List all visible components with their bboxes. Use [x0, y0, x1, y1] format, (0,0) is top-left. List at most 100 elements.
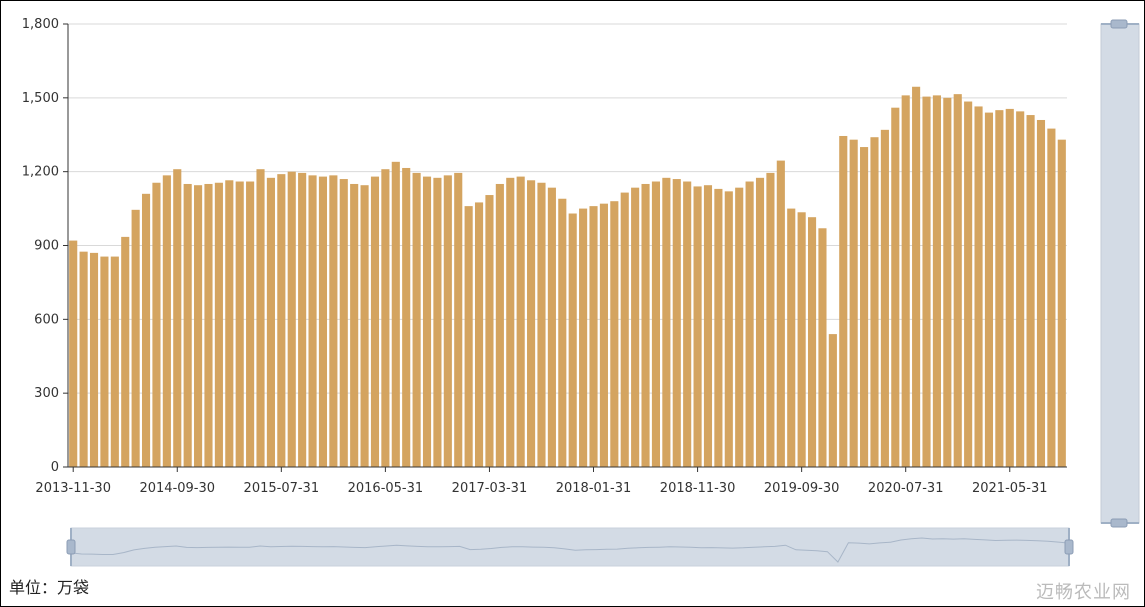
bar	[974, 106, 983, 468]
bar	[183, 183, 192, 467]
bar	[787, 208, 796, 468]
bar	[256, 169, 265, 467]
bar	[943, 97, 952, 467]
bar	[412, 172, 421, 467]
bar	[214, 182, 223, 467]
bar	[474, 202, 484, 468]
bar	[568, 213, 577, 467]
bar	[516, 176, 525, 468]
bar	[672, 179, 681, 468]
bar	[714, 188, 723, 467]
brand-watermark: 迈畅农业网	[1036, 582, 1131, 603]
bar	[849, 139, 858, 467]
bar	[454, 172, 463, 467]
bar	[381, 169, 390, 467]
bar	[610, 201, 619, 467]
bar	[870, 137, 879, 467]
x-tick-label: 2016-05-31	[348, 481, 424, 496]
vertical-zoom-slider[interactable]	[1100, 19, 1140, 528]
bar	[631, 187, 640, 468]
bar	[79, 251, 88, 467]
bar	[69, 240, 78, 467]
bar	[443, 175, 452, 467]
bar	[225, 180, 234, 467]
zoom-overview-line	[70, 537, 1070, 563]
bar	[141, 193, 151, 468]
bar	[964, 101, 973, 468]
bar	[350, 183, 359, 467]
grid-lines	[68, 23, 1067, 394]
bar	[277, 174, 286, 467]
bar	[995, 110, 1004, 467]
bar	[1005, 108, 1014, 468]
slider-track[interactable]	[1100, 23, 1140, 524]
bar	[599, 203, 608, 467]
bar	[162, 175, 171, 467]
x-tick-label: 2017-03-31	[452, 481, 528, 496]
bar	[651, 181, 661, 467]
bar	[1026, 115, 1035, 468]
bars	[69, 86, 1066, 468]
bar	[298, 172, 307, 467]
bar	[693, 186, 702, 467]
bar	[547, 187, 556, 468]
bar	[755, 177, 765, 467]
bar	[152, 182, 161, 467]
bar	[318, 176, 328, 468]
bar	[121, 236, 130, 467]
x-tick-label: 2015-07-31	[244, 481, 320, 496]
bar	[901, 95, 910, 467]
bar	[735, 187, 744, 468]
zoom-handle[interactable]	[66, 539, 76, 555]
bar	[402, 167, 411, 467]
bar	[89, 252, 99, 467]
bar	[839, 135, 848, 467]
bar	[1036, 119, 1046, 467]
slider-handle[interactable]	[1110, 19, 1128, 29]
y-tick-label: 600	[34, 312, 59, 327]
bar	[860, 147, 869, 468]
bar	[287, 171, 296, 467]
bar	[266, 177, 275, 467]
bar	[953, 94, 962, 468]
bar	[360, 185, 369, 468]
y-tick-label: 0	[51, 460, 59, 475]
data-zoom-bar[interactable]	[66, 527, 1074, 567]
bar	[485, 195, 494, 467]
y-tick-label: 1,500	[22, 91, 59, 106]
y-tick-label: 1,800	[22, 17, 59, 32]
x-tick-label: 2021-05-31	[972, 481, 1048, 496]
bar	[422, 176, 432, 468]
bar	[391, 161, 400, 468]
slider-handle[interactable]	[1110, 518, 1128, 528]
bar	[433, 177, 442, 467]
y-tick-label: 300	[34, 386, 59, 401]
bar	[558, 198, 567, 467]
axes: 0 300 600 900 1,200 1,500 1,800 2013-11-30 2014-…	[22, 17, 1067, 496]
bar	[235, 181, 244, 467]
bar	[776, 160, 785, 467]
bar	[724, 191, 733, 467]
bar	[339, 179, 348, 468]
y-tick-label: 900	[34, 239, 59, 254]
x-tick-label: 2020-07-31	[868, 481, 944, 496]
zoom-handle[interactable]	[1064, 539, 1074, 555]
bar	[246, 181, 255, 467]
bar	[922, 96, 931, 467]
bar	[1047, 128, 1056, 467]
bar	[932, 95, 941, 467]
bar	[662, 177, 671, 467]
bar	[703, 185, 713, 468]
bar	[100, 256, 109, 467]
bar	[880, 129, 889, 468]
x-tick-label: 2018-11-30	[660, 481, 736, 496]
bar	[984, 112, 994, 467]
bar	[495, 183, 504, 467]
bar	[891, 107, 900, 467]
x-tick-label: 2018-01-31	[556, 481, 632, 496]
bar	[204, 183, 213, 467]
bar	[329, 175, 338, 467]
x-tick-label: 2013-11-30	[35, 481, 111, 496]
bar	[828, 334, 837, 467]
